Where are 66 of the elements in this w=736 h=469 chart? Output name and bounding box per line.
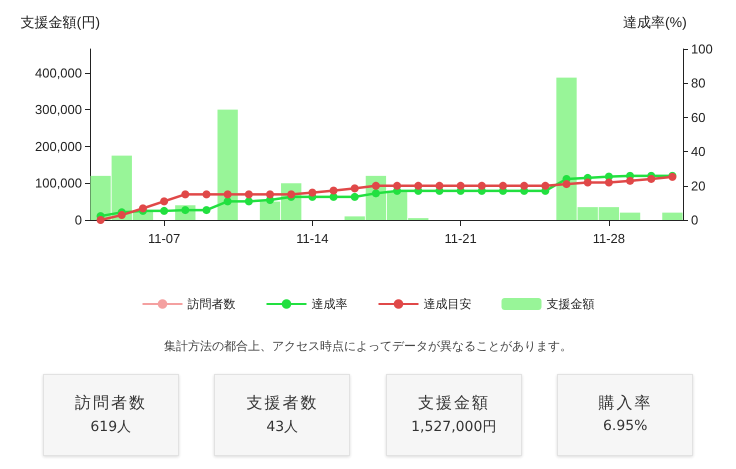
y-tick-label: 300,000 bbox=[35, 102, 82, 118]
point bbox=[202, 206, 210, 214]
point bbox=[372, 189, 380, 198]
legend-label: 達成目安 bbox=[424, 297, 472, 311]
point bbox=[244, 190, 253, 198]
point bbox=[414, 182, 422, 190]
point bbox=[160, 197, 168, 206]
text: 43人 bbox=[265, 418, 300, 436]
point bbox=[266, 190, 274, 198]
point bbox=[393, 182, 402, 190]
text: 購入率 bbox=[597, 393, 654, 414]
y2-axis-title: 達成率(%) bbox=[623, 14, 687, 30]
y-tick-label: 100,000 bbox=[35, 176, 82, 191]
point bbox=[435, 182, 444, 190]
x-tick-label: 11-21 bbox=[444, 231, 477, 246]
x-tick-label: 11-07 bbox=[148, 231, 180, 246]
y-axis-title: 支援金額(円) bbox=[20, 14, 100, 30]
point bbox=[498, 182, 507, 190]
legend-label: 達成率 bbox=[312, 297, 348, 311]
point bbox=[626, 176, 634, 185]
point bbox=[604, 178, 613, 187]
point bbox=[562, 180, 571, 188]
point bbox=[456, 182, 465, 190]
point bbox=[330, 192, 338, 201]
y2-tick-label: 60 bbox=[691, 110, 706, 125]
y2-tick-label: 80 bbox=[691, 76, 706, 91]
text: 支援者数 bbox=[245, 393, 320, 414]
point bbox=[224, 190, 232, 198]
text: 6.95% bbox=[602, 418, 648, 434]
point bbox=[350, 184, 359, 192]
point bbox=[330, 186, 338, 195]
point bbox=[308, 188, 316, 197]
y-tick-label: 0 bbox=[74, 212, 82, 228]
point bbox=[647, 174, 656, 183]
point bbox=[160, 206, 168, 215]
point bbox=[138, 204, 147, 212]
x-tick-label: 11-28 bbox=[592, 231, 626, 246]
text: 1,527,000円 bbox=[410, 418, 498, 436]
y-tick-label: 200,000 bbox=[35, 138, 82, 154]
text: 支援金額 bbox=[416, 393, 491, 414]
y-tick-label: 400,000 bbox=[35, 65, 82, 80]
point bbox=[202, 190, 210, 198]
y2-tick-label: 40 bbox=[691, 144, 706, 160]
text: 集計方法の都合上、アクセス時点によってデータが異なることがあります。 bbox=[163, 338, 573, 355]
legend-label: 支援金額 bbox=[546, 297, 594, 311]
text: 訪問者数 bbox=[74, 393, 148, 414]
point bbox=[224, 197, 232, 206]
point bbox=[478, 182, 486, 190]
y2-tick-label: 20 bbox=[691, 178, 706, 194]
point bbox=[181, 190, 190, 198]
y2-tick-label: 100 bbox=[691, 42, 713, 56]
bar bbox=[217, 110, 238, 220]
point bbox=[541, 182, 550, 190]
point bbox=[350, 192, 359, 201]
legend-label: 訪問者数 bbox=[188, 297, 236, 311]
point bbox=[96, 216, 105, 224]
x-tick-label: 11-14 bbox=[296, 231, 329, 246]
point bbox=[520, 182, 528, 190]
point bbox=[584, 178, 592, 187]
point bbox=[118, 211, 126, 220]
point bbox=[287, 190, 296, 198]
point bbox=[244, 197, 253, 206]
y2-tick-label: 0 bbox=[691, 212, 698, 228]
bar bbox=[662, 212, 683, 220]
text: 619人 bbox=[89, 418, 132, 436]
point bbox=[372, 182, 380, 190]
